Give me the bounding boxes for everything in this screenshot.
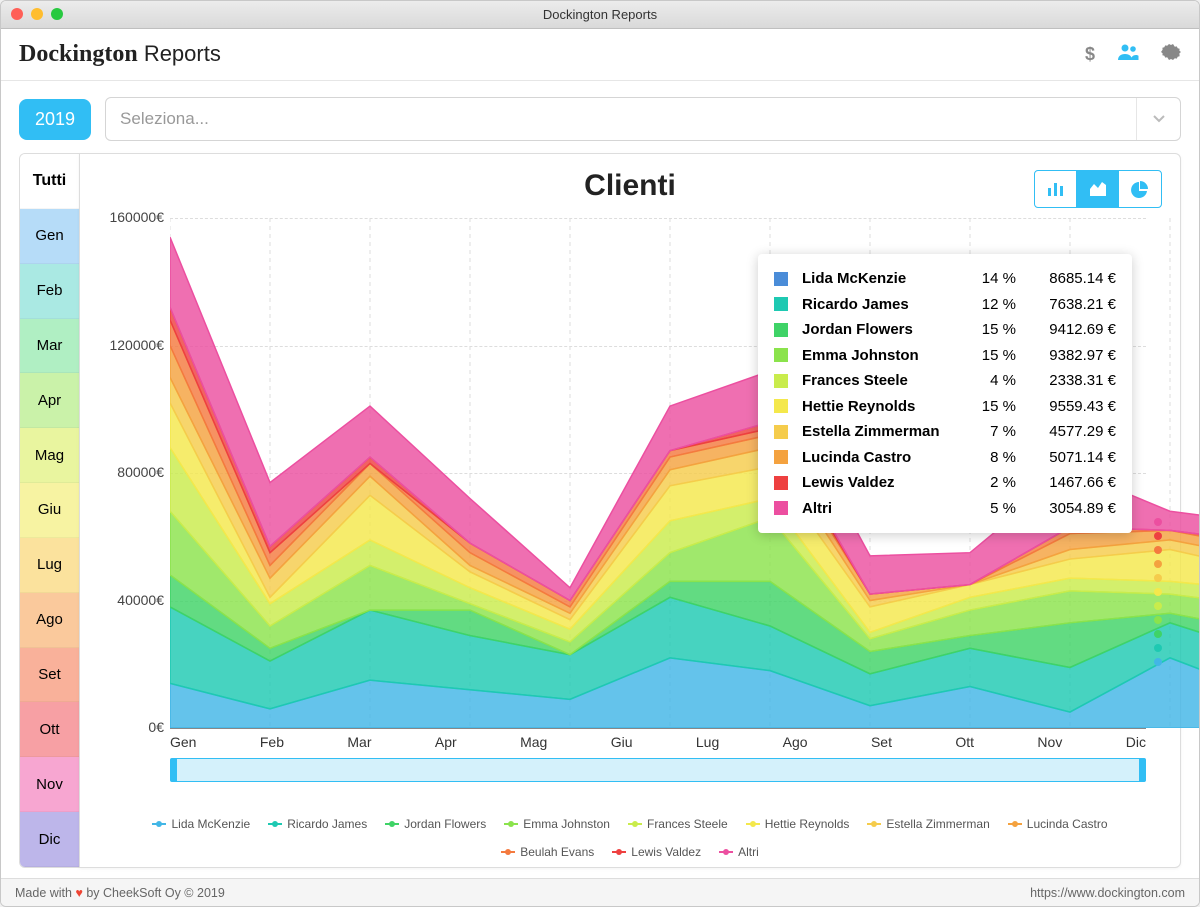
main-panel: Clienti 0€ 40000€ 80000€ 120000€ 160000€ GenF… (79, 153, 1181, 868)
sidebar-month-set[interactable]: Set (20, 648, 79, 703)
tooltip-swatch (774, 297, 788, 311)
window-title: Dockington Reports (543, 7, 657, 22)
chevron-down-icon (1136, 98, 1180, 140)
sidebar-month-giu[interactable]: Giu (20, 483, 79, 538)
y-tick: 120000€ (94, 337, 164, 353)
sidebar-month-lug[interactable]: Lug (20, 538, 79, 593)
content: Tutti GenFebMarAprMagGiuLugAgoSetOttNovD… (1, 153, 1199, 878)
legend-item[interactable]: Altri (719, 845, 759, 859)
month-sidebar: Tutti GenFebMarAprMagGiuLugAgoSetOttNovD… (19, 153, 79, 868)
tooltip-swatch (774, 501, 788, 515)
appbar-icons: $ (1085, 42, 1181, 67)
legend-marker-icon (1008, 823, 1022, 825)
sidebar-month-feb[interactable]: Feb (20, 264, 79, 319)
filterbar: 2019 Seleziona... (1, 81, 1199, 153)
footer: Made with ♥ by CheekSoft Oy © 2019 https… (1, 878, 1199, 906)
gear-icon[interactable] (1161, 42, 1181, 67)
legend-marker-icon (628, 823, 642, 825)
legend: Lida McKenzie Ricardo James Jordan Flowers… (80, 809, 1180, 867)
tooltip-swatch (774, 425, 788, 439)
tooltip-swatch (774, 450, 788, 464)
range-slider[interactable] (170, 758, 1146, 782)
x-axis: GenFebMarAprMagGiuLugAgoSetOttNovDic (170, 734, 1146, 750)
legend-marker-icon (152, 823, 166, 825)
series-end-dots (1154, 518, 1162, 666)
sidebar-month-ott[interactable]: Ott (20, 702, 79, 757)
chart-tooltip: Lida McKenzie14 %8685.14 €Ricardo James1… (758, 254, 1132, 533)
footer-left: Made with ♥ by CheekSoft Oy © 2019 (15, 886, 225, 900)
chart-title: Clienti (584, 169, 676, 203)
client-select[interactable]: Seleziona... (105, 97, 1181, 141)
legend-item[interactable]: Emma Johnston (504, 817, 610, 831)
tooltip-swatch (774, 323, 788, 337)
legend-marker-icon (268, 823, 282, 825)
brand: Dockington Reports (19, 41, 221, 68)
appbar: Dockington Reports $ (1, 29, 1199, 81)
sidebar-header[interactable]: Tutti (20, 154, 79, 209)
footer-link[interactable]: https://www.dockington.com (1030, 886, 1185, 900)
area-chart-icon[interactable] (1077, 171, 1119, 207)
legend-item[interactable]: Hettie Reynolds (746, 817, 850, 831)
legend-item[interactable]: Lucinda Castro (1008, 817, 1108, 831)
chart-area: 0€40000€80000€120000€160000€GenFebMarApr… (80, 218, 1180, 809)
y-tick: 160000€ (94, 209, 164, 225)
sidebar-month-nov[interactable]: Nov (20, 757, 79, 812)
year-button[interactable]: 2019 (19, 99, 91, 140)
dollar-icon[interactable]: $ (1085, 44, 1095, 65)
legend-marker-icon (501, 851, 515, 853)
y-tick: 80000€ (94, 464, 164, 480)
legend-marker-icon (867, 823, 881, 825)
tooltip-swatch (774, 399, 788, 413)
pie-chart-icon[interactable] (1119, 171, 1161, 207)
titlebar: Dockington Reports (1, 1, 1199, 29)
y-tick: 0€ (94, 719, 164, 735)
y-tick: 40000€ (94, 592, 164, 608)
legend-item[interactable]: Frances Steele (628, 817, 728, 831)
legend-marker-icon (746, 823, 760, 825)
chart-toggles (1034, 170, 1162, 208)
app-window: Dockington Reports Dockington Reports $ … (0, 0, 1200, 907)
legend-item[interactable]: Jordan Flowers (385, 817, 486, 831)
sidebar-month-dic[interactable]: Dic (20, 812, 79, 867)
gridline (170, 728, 1146, 729)
legend-marker-icon (612, 851, 626, 853)
brand-script: Dockington (19, 41, 138, 67)
legend-item[interactable]: Ricardo James (268, 817, 367, 831)
legend-item[interactable]: Beulah Evans (501, 845, 594, 859)
brand-rest: Reports (144, 41, 221, 66)
sidebar-month-ago[interactable]: Ago (20, 593, 79, 648)
heart-icon: ♥ (75, 886, 82, 900)
sidebar-month-mag[interactable]: Mag (20, 428, 79, 483)
select-placeholder: Seleziona... (120, 109, 209, 129)
tooltip-swatch (774, 348, 788, 362)
bar-chart-icon[interactable] (1035, 171, 1077, 207)
legend-marker-icon (385, 823, 399, 825)
legend-marker-icon (504, 823, 518, 825)
legend-marker-icon (719, 851, 733, 853)
minimize-icon[interactable] (31, 8, 43, 20)
sidebar-month-apr[interactable]: Apr (20, 373, 79, 428)
tooltip-swatch (774, 374, 788, 388)
tooltip-swatch (774, 272, 788, 286)
legend-item[interactable]: Lewis Valdez (612, 845, 701, 859)
zoom-icon[interactable] (51, 8, 63, 20)
sidebar-month-gen[interactable]: Gen (20, 209, 79, 264)
close-icon[interactable] (11, 8, 23, 20)
sidebar-month-mar[interactable]: Mar (20, 319, 79, 374)
users-icon[interactable] (1117, 43, 1139, 66)
main-header: Clienti (80, 154, 1180, 218)
traffic-lights (11, 8, 63, 20)
legend-item[interactable]: Estella Zimmerman (867, 817, 989, 831)
legend-item[interactable]: Lida McKenzie (152, 817, 250, 831)
tooltip-swatch (774, 476, 788, 490)
